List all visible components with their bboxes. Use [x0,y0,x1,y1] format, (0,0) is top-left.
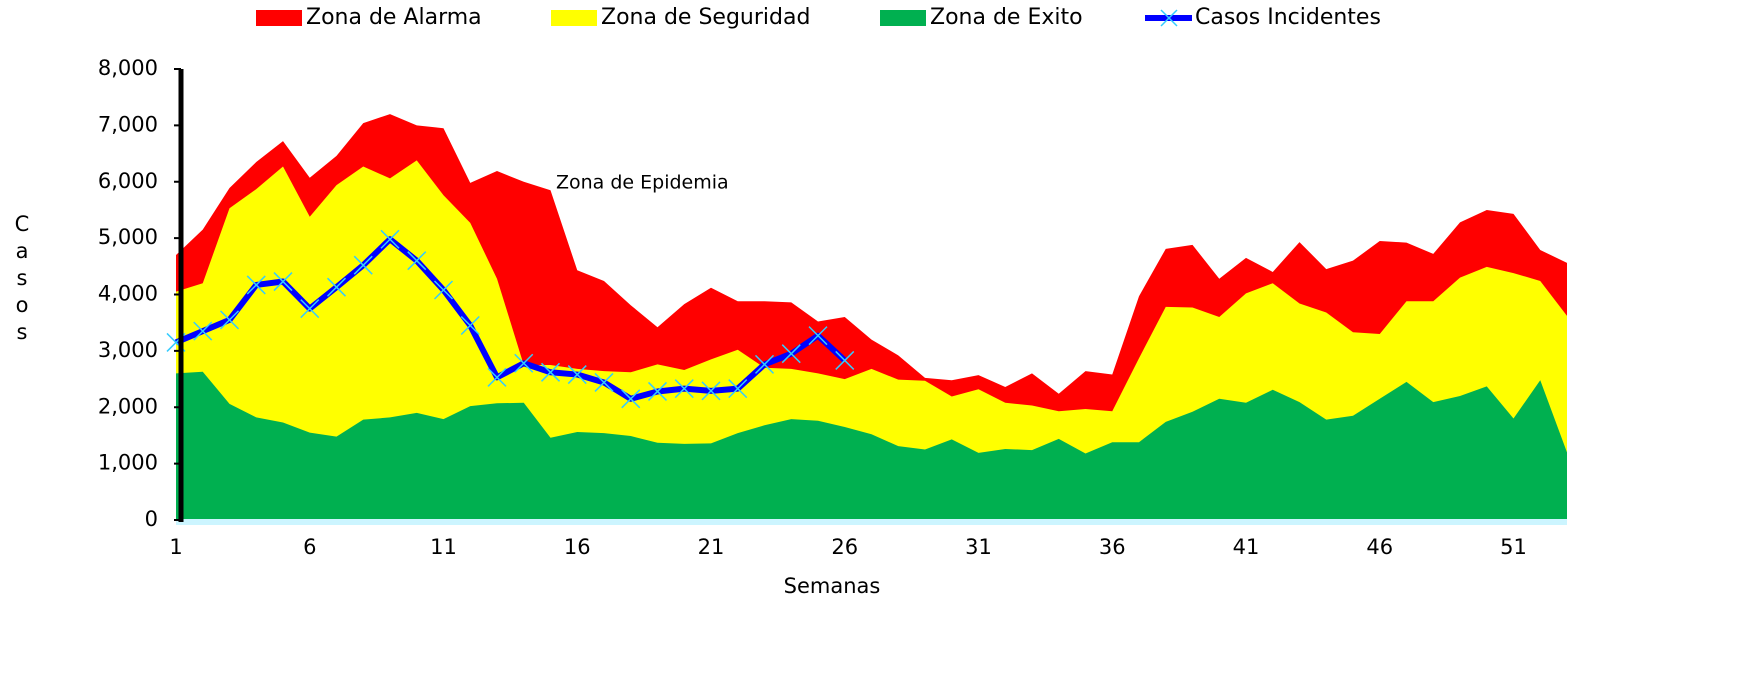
marker [246,275,266,295]
marker [594,372,614,392]
legend-label: Casos Incidentes [1195,5,1381,30]
marker [326,277,347,297]
marker [781,344,801,364]
marker [514,353,534,373]
y-tick-label: 8,000 [98,56,158,80]
x-tick-label: 41 [1233,535,1260,559]
legend-marker [1160,9,1178,27]
marker [754,354,775,374]
x-tick-label: 6 [303,535,316,559]
marker [433,280,454,300]
y-tick-label: 2,000 [98,394,158,418]
legend-label: Zona de Alarma [306,5,482,30]
x-axis-label: Semanas [784,574,881,598]
x-tick-label: 11 [430,535,457,559]
marker [300,299,320,319]
baseline-band [176,519,1567,525]
x-tick-label: 16 [564,535,591,559]
legend-swatch [551,10,597,26]
legend-swatch [256,10,302,26]
y-tick-label: 4,000 [98,282,158,306]
marker [835,350,855,370]
marker [728,379,748,399]
marker [621,389,641,409]
marker [193,321,213,341]
legend-swatch [880,10,926,26]
marker [487,367,507,387]
marker [273,272,293,292]
marker [460,315,480,336]
marker [674,379,694,399]
y-tick-label: 0 [145,507,158,531]
x-tick-label: 21 [698,535,725,559]
y-tick-label: 7,000 [98,112,158,136]
marker [701,381,721,401]
annotation: Zona de Epidemia [556,172,729,194]
x-tick-label: 46 [1366,535,1393,559]
marker [567,365,587,385]
marker [219,310,240,330]
y-tick-label: 5,000 [98,225,158,249]
marker [540,362,561,382]
marker [353,255,373,275]
legend-label: Zona de Exito [930,5,1083,30]
legend-label: Zona de Seguridad [601,5,810,30]
marker [808,326,828,346]
x-tick-label: 26 [831,535,858,559]
x-tick-label: 1 [169,535,182,559]
y-axis-label: Casos [10,212,34,347]
y-tick-label: 3,000 [98,338,158,362]
area [176,371,1567,520]
marker [380,229,400,249]
y-tick-label: 1,000 [98,451,158,475]
marker [407,251,427,271]
marker [647,381,668,401]
x-tick-label: 51 [1500,535,1527,559]
y-tick-label: 6,000 [98,169,158,193]
x-tick-label: 31 [965,535,992,559]
x-tick-label: 36 [1099,535,1126,559]
